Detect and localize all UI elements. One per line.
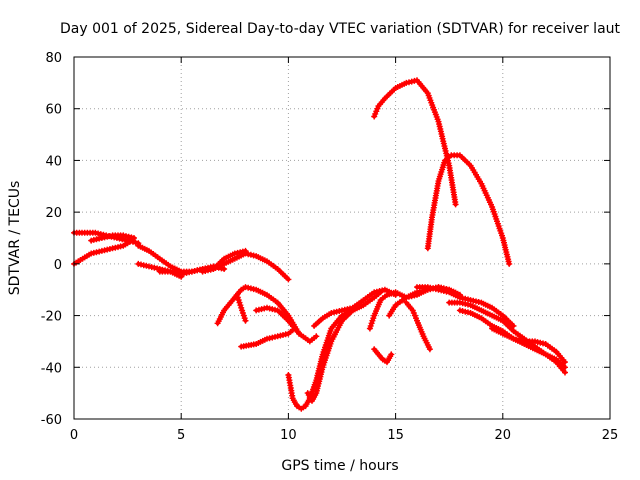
series-layer	[71, 77, 568, 412]
series-markers	[238, 325, 298, 350]
series-track-n	[311, 286, 399, 329]
x-tick-label: 0	[70, 428, 78, 443]
series-markers	[371, 346, 395, 366]
series-track-o	[371, 346, 395, 366]
y-tick-label: -40	[41, 361, 62, 376]
series-markers	[489, 325, 568, 366]
y-tick-label: 80	[45, 51, 62, 66]
y-tick-label: 0	[54, 258, 62, 273]
tick-layer: 0 5 10 15 20 25 -60 -40 -20 0 20 40 60 80	[41, 51, 619, 443]
series-markers	[403, 299, 433, 353]
series-track-w	[371, 77, 459, 208]
y-tick-label: -20	[41, 310, 62, 325]
plot-frame	[73, 56, 611, 420]
y-tick-label: -60	[41, 413, 62, 428]
series-markers	[311, 286, 399, 329]
series-track-s	[414, 284, 517, 329]
x-tick-label: 10	[280, 428, 297, 443]
series-markers	[371, 77, 459, 208]
series-markers	[199, 250, 292, 283]
series-track-c	[88, 232, 137, 244]
series-track-v	[489, 325, 568, 366]
x-tick-label: 5	[177, 428, 185, 443]
series-markers	[414, 284, 517, 329]
series-markers	[233, 291, 249, 324]
x-axis-label: GPS time / hours	[281, 458, 398, 474]
series-track-x	[424, 152, 513, 267]
chart-title: Day 001 of 2025, Sidereal Day-to-day VTE…	[60, 21, 621, 37]
y-tick-label: 60	[45, 103, 62, 118]
x-tick-label: 15	[387, 428, 404, 443]
series-track-j	[238, 325, 298, 350]
series-markers	[424, 152, 513, 267]
x-tick-label: 20	[495, 428, 512, 443]
y-axis-label: SDTVAR / TECUs	[7, 181, 23, 296]
x-tick-label: 25	[602, 428, 619, 443]
series-markers	[253, 304, 320, 345]
series-track-g	[199, 250, 292, 283]
y-tick-label: 40	[45, 154, 62, 169]
series-markers	[88, 232, 137, 244]
series-track-k	[253, 304, 320, 345]
series-track-r	[403, 299, 433, 353]
series-track-i	[233, 291, 249, 324]
y-tick-label: 20	[45, 206, 62, 221]
